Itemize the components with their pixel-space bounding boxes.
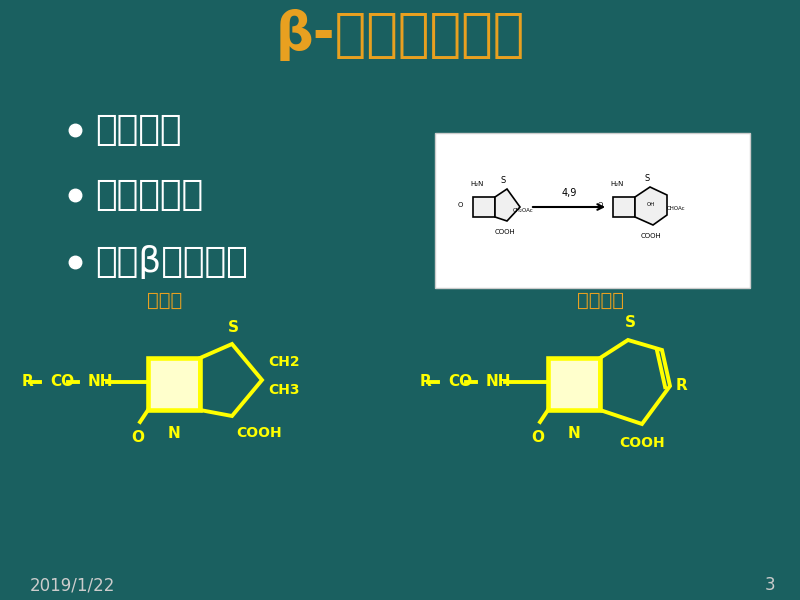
Text: β-内酰胺类种类: β-内酰胺类种类 bbox=[275, 9, 525, 61]
Text: 青霉素: 青霉素 bbox=[147, 290, 182, 310]
Bar bbox=[548, 358, 600, 410]
Text: OH: OH bbox=[647, 202, 655, 208]
Text: COOH: COOH bbox=[619, 436, 665, 450]
Text: R: R bbox=[420, 374, 432, 389]
Text: S: S bbox=[500, 176, 506, 185]
Text: CH2: CH2 bbox=[268, 355, 300, 369]
Text: S: S bbox=[625, 315, 635, 330]
Text: NH: NH bbox=[486, 374, 511, 389]
Text: 4,9: 4,9 bbox=[562, 188, 577, 198]
Text: O: O bbox=[598, 202, 603, 208]
Text: N: N bbox=[168, 426, 180, 441]
Polygon shape bbox=[635, 187, 667, 225]
Text: 其他β－内酰类: 其他β－内酰类 bbox=[95, 245, 248, 279]
Text: N: N bbox=[568, 426, 580, 441]
Text: S: S bbox=[644, 174, 650, 183]
Text: 3: 3 bbox=[764, 576, 775, 594]
Text: S: S bbox=[227, 320, 238, 335]
Text: COOH: COOH bbox=[494, 229, 515, 235]
Text: CO: CO bbox=[448, 374, 472, 389]
Bar bbox=[435, 133, 750, 287]
Text: 头孢菌素类: 头孢菌素类 bbox=[95, 178, 203, 212]
Text: COOH: COOH bbox=[236, 426, 282, 440]
Bar bbox=[473, 197, 495, 217]
Text: R: R bbox=[676, 379, 688, 394]
Bar bbox=[148, 358, 200, 410]
Text: CO: CO bbox=[50, 374, 74, 389]
Text: O: O bbox=[531, 430, 545, 445]
Text: CH₂OAc: CH₂OAc bbox=[513, 208, 534, 212]
Text: CHOAc: CHOAc bbox=[667, 205, 686, 211]
Bar bbox=[613, 197, 635, 217]
Text: R: R bbox=[22, 374, 34, 389]
Text: 头孢菌素: 头孢菌素 bbox=[577, 290, 623, 310]
Text: H₂N: H₂N bbox=[610, 181, 624, 187]
Text: NH: NH bbox=[88, 374, 114, 389]
Text: H₂N: H₂N bbox=[470, 181, 484, 187]
Text: O: O bbox=[458, 202, 463, 208]
Text: O: O bbox=[131, 430, 145, 445]
Polygon shape bbox=[495, 189, 520, 221]
Text: 青霉素类: 青霉素类 bbox=[95, 113, 182, 147]
Text: COOH: COOH bbox=[641, 233, 662, 239]
Text: 2019/1/22: 2019/1/22 bbox=[30, 576, 115, 594]
Text: CH3: CH3 bbox=[268, 383, 299, 397]
